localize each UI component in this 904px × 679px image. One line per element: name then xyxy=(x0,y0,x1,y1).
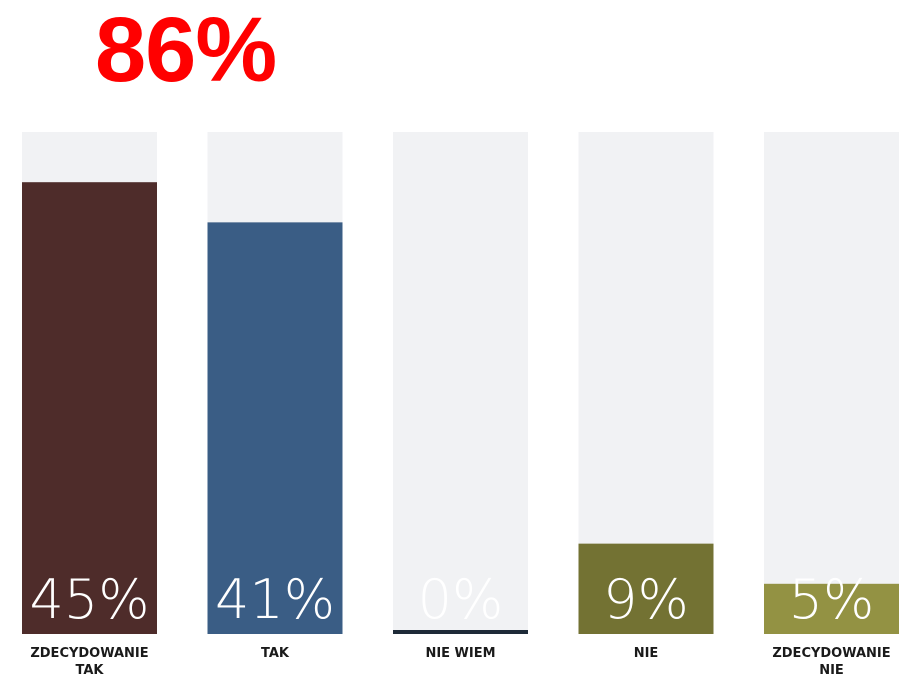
bar-4 xyxy=(578,543,714,634)
value-label-4: 9% xyxy=(603,568,689,631)
bar-track-3 xyxy=(393,132,528,634)
value-label-3: 0% xyxy=(418,568,504,631)
bar-2 xyxy=(207,222,343,635)
value-label-2: 41% xyxy=(215,568,335,631)
bar-track-5 xyxy=(764,132,899,634)
category-label-line: NIE WIEM xyxy=(425,646,495,661)
headline-percentage: 86% xyxy=(95,0,277,101)
category-label-line: NIE xyxy=(634,646,659,661)
bars xyxy=(22,182,899,635)
bar-1 xyxy=(22,182,157,634)
category-label-line: NIE xyxy=(819,663,844,678)
category-label-line: ZDECYDOWANIE xyxy=(772,646,890,661)
category-label-1: ZDECYDOWANIE TAK xyxy=(30,646,148,678)
category-label-5: ZDECYDOWANIE NIE xyxy=(772,646,890,678)
value-label-1: 45% xyxy=(29,568,149,631)
category-label-line: ZDECYDOWANIE xyxy=(30,646,148,661)
value-label-5: 5% xyxy=(789,568,875,631)
category-label-3: NIE WIEM xyxy=(425,646,495,661)
bar-5 xyxy=(764,583,899,634)
category-label-line: TAK xyxy=(76,663,105,678)
value-labels: 45% 41% 0% 9% 5% xyxy=(29,568,874,631)
category-label-2: TAK xyxy=(261,646,290,661)
category-label-4: NIE xyxy=(634,646,659,661)
bar-3 xyxy=(393,630,528,634)
category-label-line: TAK xyxy=(261,646,290,661)
